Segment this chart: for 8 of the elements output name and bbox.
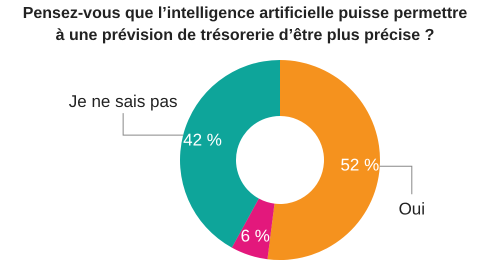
data-label: 52 % — [340, 156, 380, 175]
donut-slice — [232, 198, 274, 260]
donut-slice — [180, 60, 280, 248]
data-label: 6 % — [240, 226, 270, 246]
slice-label: Je ne sais pas — [68, 92, 178, 112]
slice-label: Oui — [398, 199, 426, 218]
data-label: 42 % — [183, 130, 222, 150]
chart-title: Pensez-vous que l’intelligence artificielle puisse permettre à une prévision de trésorerie d’être plus précise ? — [22, 5, 468, 44]
